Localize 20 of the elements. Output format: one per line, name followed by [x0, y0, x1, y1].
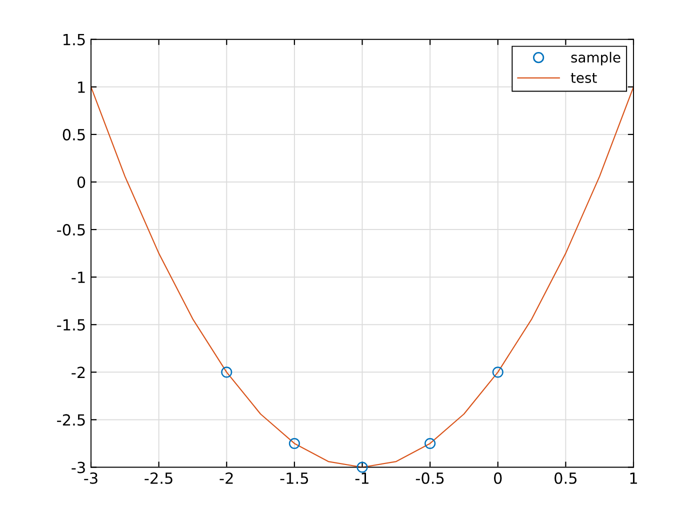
- y-tick-label: -0.5: [57, 224, 85, 236]
- y-tick-label: 1.5: [64, 34, 85, 46]
- x-tick-label: -2: [220, 472, 233, 484]
- x-tick-label: 0.5: [554, 472, 576, 484]
- y-tick-label: -3: [72, 462, 85, 474]
- x-tick-label: -1.5: [280, 472, 308, 484]
- x-tick-label: -2.5: [144, 472, 172, 484]
- x-tick-label: -1: [355, 472, 368, 484]
- y-tick-label: -1: [72, 272, 85, 283]
- x-tick-label: 0: [494, 472, 502, 484]
- legend-label: sample: [571, 52, 620, 66]
- y-tick-label: -2.5: [57, 414, 85, 426]
- x-tick-label: -0.5: [416, 472, 444, 484]
- y-tick-label: 1: [78, 82, 85, 93]
- legend-label: test: [570, 73, 597, 84]
- y-tick-label: -2: [72, 366, 85, 378]
- y-tick-label: -1.5: [57, 319, 85, 331]
- x-tick-label: 1: [630, 472, 637, 484]
- y-tick-label: 0.5: [62, 128, 85, 140]
- y-tick-label: 0: [77, 176, 86, 188]
